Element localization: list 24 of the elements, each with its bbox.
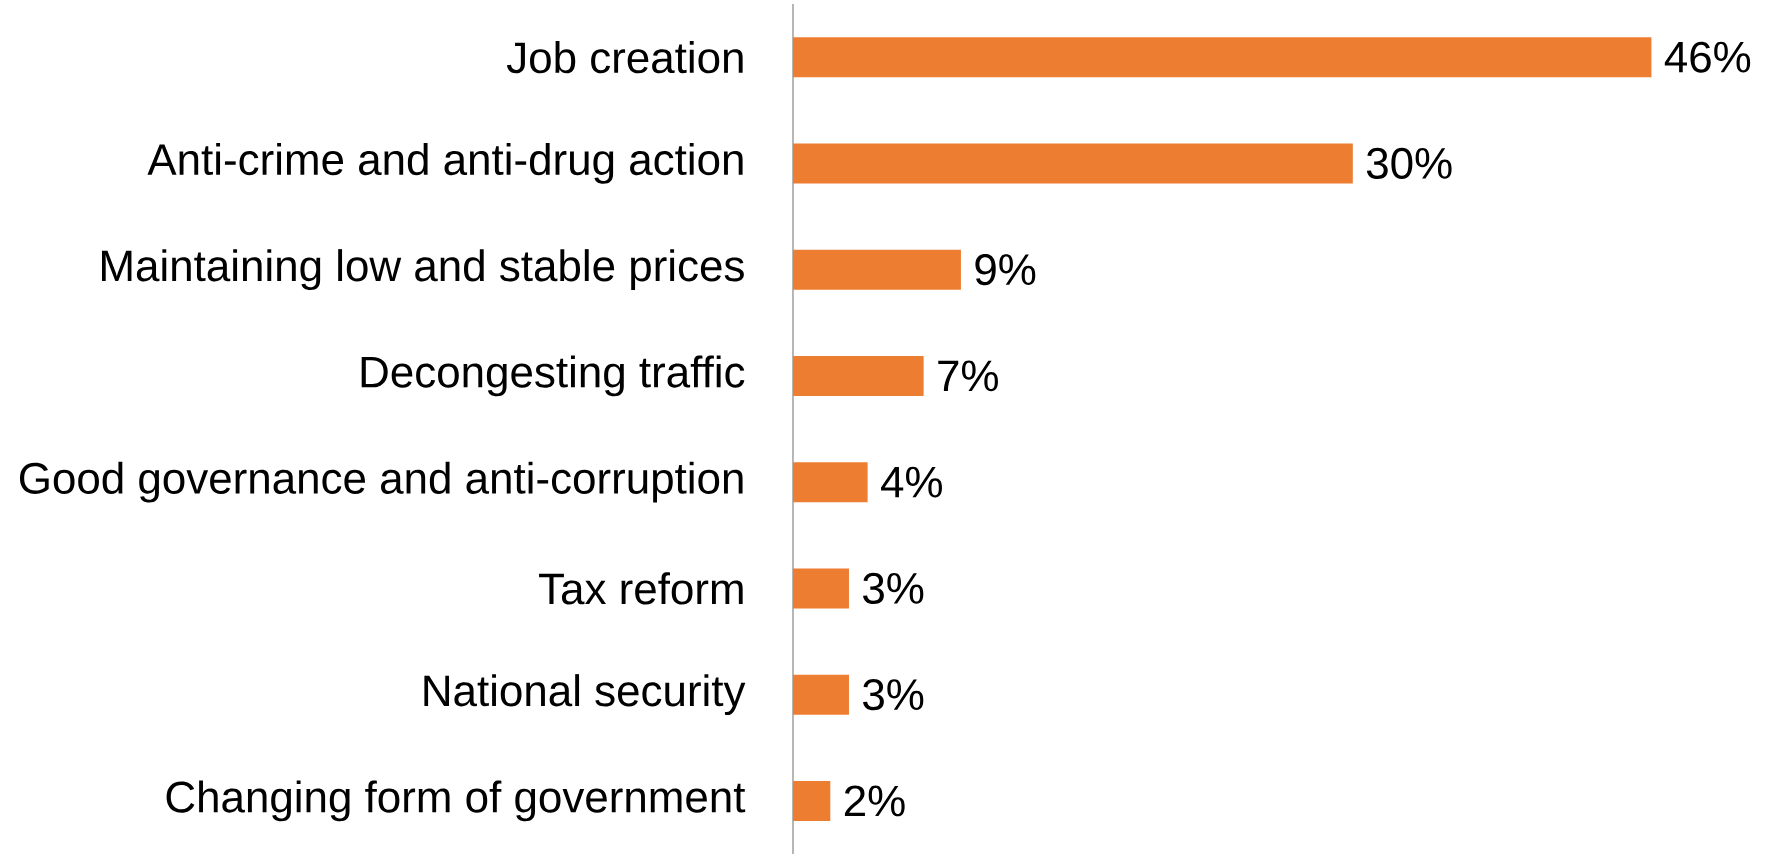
data-label: 2% xyxy=(844,785,905,817)
y-tick-label: Maintaining low and stable prices xyxy=(102,249,744,291)
data-label: 3% xyxy=(863,679,924,711)
y-tick-label: Anti-crime and anti-drug action xyxy=(147,142,743,184)
data-label: 46% xyxy=(1664,41,1751,73)
bar xyxy=(792,143,1353,184)
bar xyxy=(792,674,849,715)
bar xyxy=(792,249,961,290)
y-tick-label: Tax reform xyxy=(539,572,743,605)
bar xyxy=(792,568,849,609)
y-tick-label: Decongesting traffic xyxy=(361,355,745,397)
data-label: 7% xyxy=(938,360,998,392)
y-tick-label: Changing form of government xyxy=(166,780,746,822)
bar xyxy=(792,37,1652,78)
data-label: 4% xyxy=(881,466,942,498)
y-tick-label: National security xyxy=(424,674,746,716)
data-label: 3% xyxy=(863,572,924,604)
bar xyxy=(792,462,868,503)
y-tick-label: Good governance and anti-corruption xyxy=(19,461,743,503)
bar xyxy=(792,355,924,396)
bar xyxy=(792,780,831,821)
data-label: 9% xyxy=(975,254,1036,286)
data-label: 30% xyxy=(1366,147,1452,179)
y-tick-label: Job creation xyxy=(506,40,743,74)
